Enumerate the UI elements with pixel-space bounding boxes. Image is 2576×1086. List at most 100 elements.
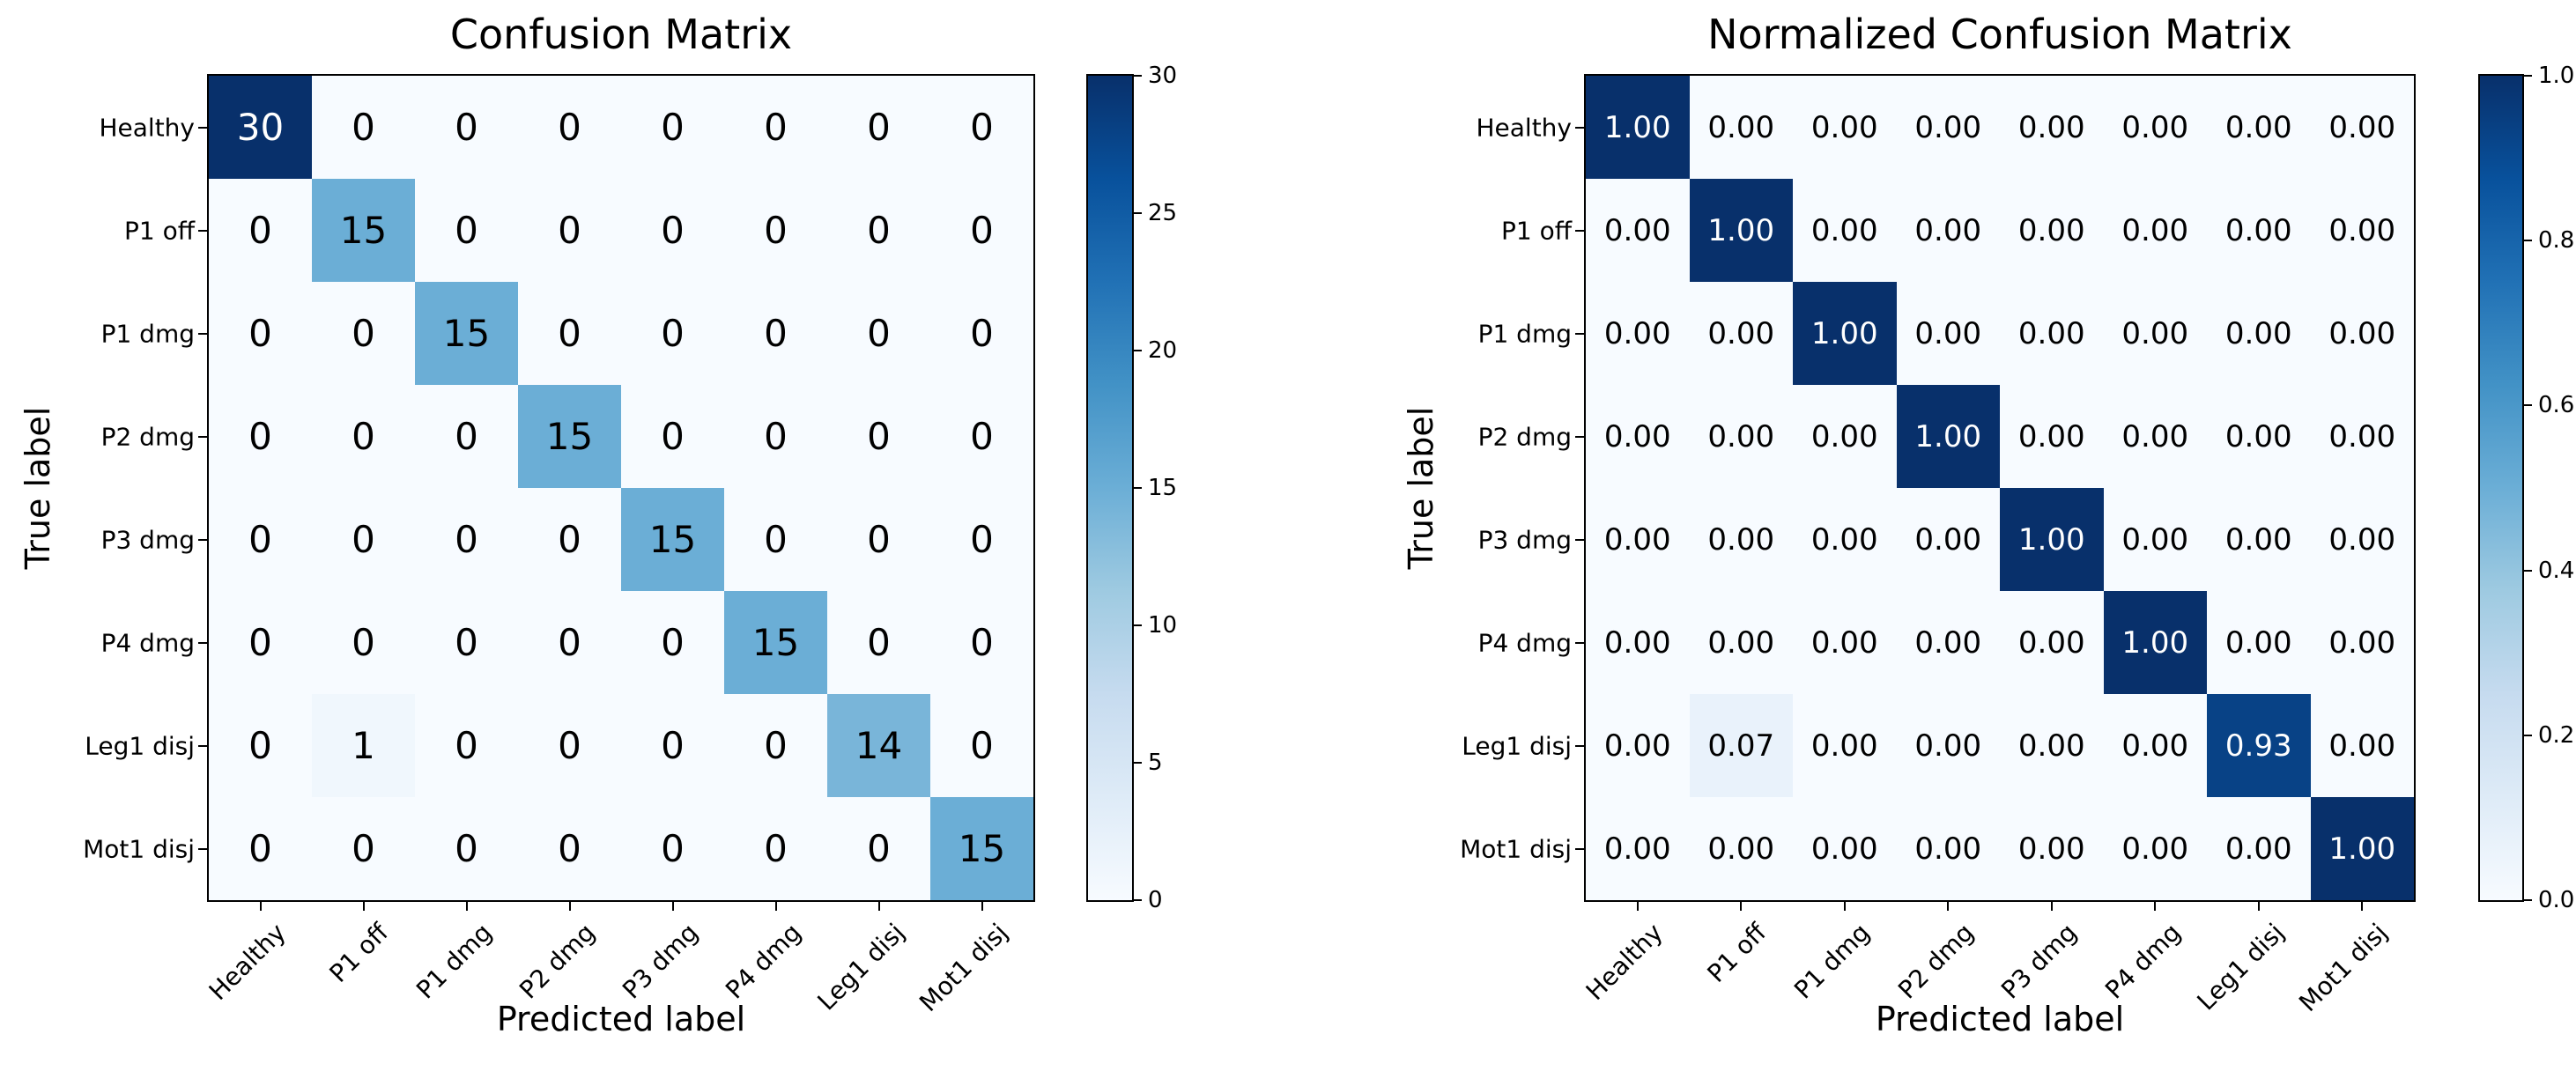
- colorbar-tick-mark: [2524, 569, 2532, 572]
- matrix-cell: 0.00: [2103, 694, 2207, 797]
- matrix-cell: 0: [415, 76, 518, 179]
- matrix-cell: 0.00: [2310, 179, 2414, 282]
- matrix-cell: 0.00: [1689, 282, 1793, 385]
- x-tick-mark: [877, 902, 880, 911]
- matrix-cell: 0.00: [1896, 488, 2000, 591]
- matrix-cell: 15: [724, 591, 827, 694]
- matrix-cell: 0: [827, 591, 930, 694]
- x-tick-mark: [568, 902, 571, 911]
- matrix-cell: 0.00: [2207, 179, 2311, 282]
- matrix-cell: 0: [827, 385, 930, 488]
- matrix-cell: 15: [415, 282, 518, 385]
- matrix-cell: 0: [930, 282, 1033, 385]
- matrix-cell: 0.00: [1793, 488, 1897, 591]
- matrix-cell: 0.00: [1689, 385, 1793, 488]
- matrix-cell: 0.00: [2000, 76, 2104, 179]
- y-tick-mark: [1575, 538, 1584, 541]
- x-tick-label: P1 off: [1701, 918, 1773, 988]
- x-tick-label: P1 dmg: [1788, 918, 1876, 1005]
- colorbar-tick-mark: [1134, 899, 1142, 901]
- colorbar-tick-mark: [1134, 75, 1142, 77]
- matrix-cell: 0: [724, 282, 827, 385]
- matrix-cell: 0: [518, 797, 621, 900]
- y-tick-label: P2 dmg: [100, 422, 195, 451]
- matrix-cell: 0.00: [2000, 797, 2104, 900]
- matrix-cell: 0: [518, 488, 621, 591]
- colorbar-tick-label: 30: [1148, 63, 1178, 89]
- y-tick-label: P1 dmg: [100, 319, 195, 348]
- colorbar-tick-label: 0.2: [2538, 721, 2575, 749]
- matrix-cell: 15: [518, 385, 621, 488]
- y-tick-label: Healthy: [99, 113, 195, 142]
- x-tick-mark: [671, 902, 674, 911]
- colorbar-tick-label: 5: [1148, 750, 1163, 776]
- matrix-cell: 0.00: [2103, 76, 2207, 179]
- x-tick-mark: [362, 902, 365, 911]
- matrix-cell: 0.00: [2310, 591, 2414, 694]
- matrix-cell: 0.00: [2000, 591, 2104, 694]
- matrix-cell: 0: [415, 591, 518, 694]
- x-tick-label: Healthy: [1580, 918, 1669, 1007]
- left-plot-title: Confusion Matrix: [449, 11, 793, 58]
- matrix-cell: 0: [518, 179, 621, 282]
- colorbar-tick-label: 0.0: [2538, 887, 2575, 913]
- colorbar-tick-mark: [1134, 212, 1142, 214]
- right-heatmap: 1.00 0.00 0.00 0.00 0.00 0.00 0.00 0.00 0.00 1.00…: [1584, 74, 2416, 902]
- matrix-cell: 1.00: [2310, 797, 2414, 900]
- y-tick-label: Mot1 disj: [83, 834, 195, 863]
- matrix-cell: 0: [312, 797, 415, 900]
- matrix-cell: 0.00: [2310, 282, 2414, 385]
- matrix-cell: 0.00: [1689, 591, 1793, 694]
- matrix-cell: 0.93: [2207, 694, 2311, 797]
- matrix-cell: 0.00: [1793, 76, 1897, 179]
- y-tick-label: P2 dmg: [1477, 422, 1572, 451]
- matrix-cell: 30: [209, 76, 312, 179]
- matrix-cell: 0.00: [2207, 488, 2311, 591]
- matrix-cell: 0: [415, 694, 518, 797]
- x-tick-label: P1 off: [323, 918, 395, 988]
- matrix-cell: 0: [209, 591, 312, 694]
- matrix-cell: 0: [621, 179, 724, 282]
- matrix-cell: 0: [930, 179, 1033, 282]
- y-tick-mark: [1575, 847, 1584, 850]
- matrix-cell: 0: [621, 282, 724, 385]
- y-tick-mark: [1575, 126, 1584, 129]
- matrix-cell: 0.00: [1896, 282, 2000, 385]
- matrix-cell: 1.00: [1586, 76, 1690, 179]
- x-tick-label: P3 dmg: [617, 918, 704, 1005]
- x-tick-label: P2 dmg: [1891, 918, 1980, 1005]
- matrix-cell: 15: [930, 797, 1033, 900]
- matrix-cell: 0: [621, 591, 724, 694]
- y-tick-label: P4 dmg: [100, 628, 195, 657]
- y-tick-mark: [1575, 744, 1584, 747]
- matrix-cell: 0.00: [2000, 385, 2104, 488]
- x-tick-mark: [2050, 902, 2053, 911]
- y-tick-mark: [1575, 332, 1584, 335]
- colorbar-tick-mark: [1134, 487, 1142, 489]
- matrix-cell: 0.00: [1586, 385, 1690, 488]
- matrix-cell: 0: [621, 76, 724, 179]
- y-tick-label: Leg1 disj: [1462, 731, 1572, 760]
- x-tick-mark: [465, 902, 468, 911]
- colorbar-tick-label: 25: [1148, 200, 1178, 226]
- matrix-cell: 1.00: [2000, 488, 2104, 591]
- colorbar-tick-mark: [2524, 899, 2532, 901]
- matrix-cell: 0.00: [2103, 179, 2207, 282]
- y-tick-mark: [198, 641, 207, 644]
- matrix-cell: 15: [621, 488, 724, 591]
- matrix-cell: 0: [209, 694, 312, 797]
- matrix-cell: 1.00: [1793, 282, 1897, 385]
- x-tick-mark: [259, 902, 262, 911]
- matrix-cell: 0: [827, 282, 930, 385]
- matrix-cell: 0: [724, 76, 827, 179]
- matrix-cell: 0.00: [1793, 797, 1897, 900]
- y-tick-mark: [198, 538, 207, 541]
- matrix-cell: 0.00: [2310, 694, 2414, 797]
- matrix-cell: 0: [209, 797, 312, 900]
- matrix-cell: 0: [312, 385, 415, 488]
- matrix-cell: 0: [209, 385, 312, 488]
- matrix-cell: 0: [209, 488, 312, 591]
- matrix-cell: 0: [312, 488, 415, 591]
- matrix-cell: 0.00: [1896, 797, 2000, 900]
